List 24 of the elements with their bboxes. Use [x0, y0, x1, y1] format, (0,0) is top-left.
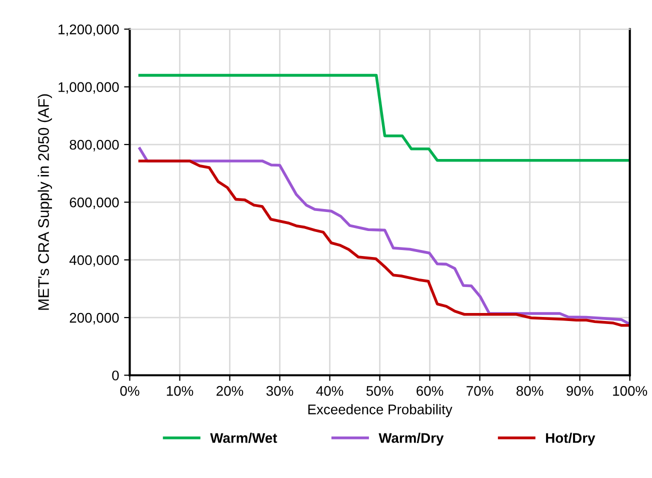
y-tick-label: 1,000,000 [58, 82, 119, 94]
y-tick-label: 600,000 [70, 198, 119, 210]
y-tick-label: 200,000 [70, 312, 119, 324]
legend-label: Hot/Dry [546, 432, 596, 446]
x-axis-title: Exceedence Probability [308, 404, 452, 418]
legend-label: Warm/Wet [210, 432, 278, 444]
x-tick-label: 40% [316, 386, 344, 396]
x-tick-label: 20% [216, 386, 244, 396]
x-tick-label: 90% [566, 386, 594, 396]
x-tick-label: 60% [416, 386, 444, 396]
x-tick-label: 30% [266, 386, 294, 396]
x-tick-label: 100% [613, 386, 648, 396]
y-tick-label: 1,200,000 [58, 24, 119, 36]
legend-label: Warm/Dry [378, 432, 444, 446]
x-tick-label: 80% [516, 386, 544, 396]
x-tick-label: 70% [466, 386, 494, 396]
y-axis-title: MET's CRA Supply in 2050 (AF) [38, 94, 52, 310]
y-tick-label: 800,000 [70, 140, 119, 152]
y-tick-label: 400,000 [69, 255, 119, 267]
line-series [138, 74, 630, 162]
x-tick-label: 0% [120, 386, 140, 396]
x-tick-label: 50% [366, 386, 394, 396]
y-tick-label: 0 [112, 370, 119, 380]
x-tick-label: 10% [166, 386, 194, 396]
